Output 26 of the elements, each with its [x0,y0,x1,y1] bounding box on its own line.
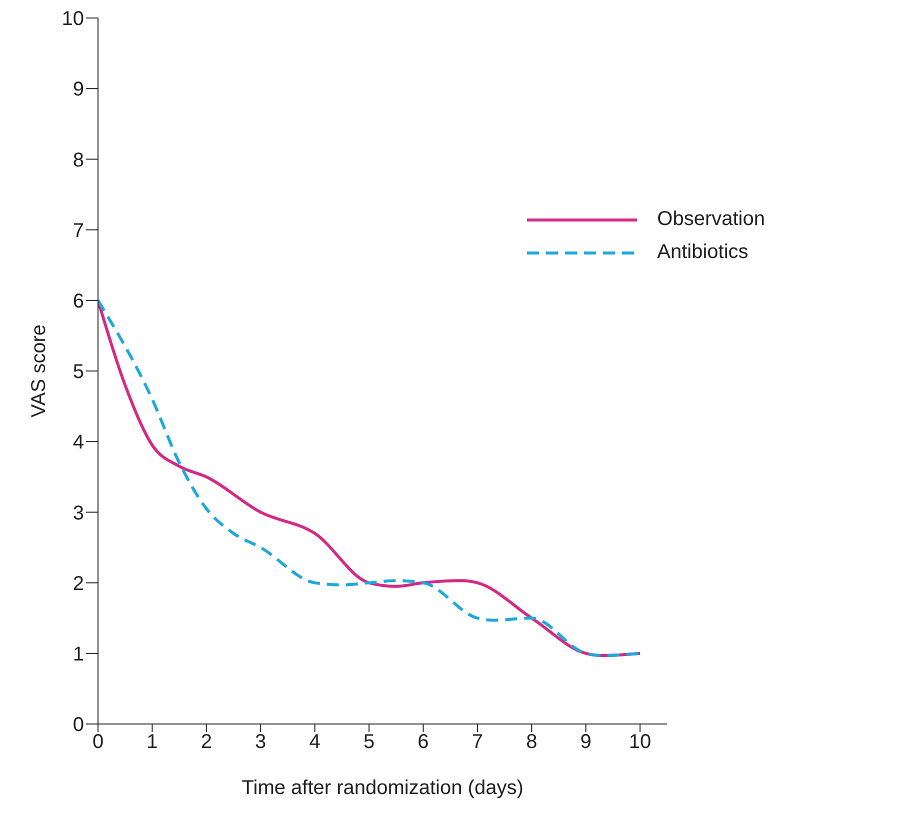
x-tick-label: 8 [526,731,538,754]
text: Antibiotics [657,241,748,264]
y-axis-title: VAS score [28,324,50,418]
x-tick-label: 0 [92,731,104,754]
x-tick-label: 2 [200,731,212,754]
y-tick-label: 1 [72,644,84,666]
y-tick-label: 6 [72,290,84,312]
x-tick-label: 7 [472,731,483,754]
y-tick-label: 8 [72,149,84,172]
x-tick-label: 4 [309,731,320,754]
x-tick-label: 6 [418,731,429,754]
y-tick-label: 7 [72,220,84,242]
y-tick-label: 5 [72,361,84,384]
y-tick-label: 3 [72,502,84,524]
x-tick-label: 1 [146,731,158,754]
y-tick-label: 10 [62,8,84,30]
y-tick-label: 9 [72,78,84,101]
x-tick-label: 9 [580,731,592,754]
text: Observation [657,208,765,231]
y-tick-label: 4 [72,432,84,454]
x-tick-label: 3 [255,731,266,754]
y-tick-label: 0 [72,714,84,736]
x-tick-label: 5 [363,731,375,754]
y-tick-label: 2 [72,572,84,595]
x-axis-title: Time after randomization (days) [242,777,524,799]
x-tick-label: 10 [628,731,652,754]
